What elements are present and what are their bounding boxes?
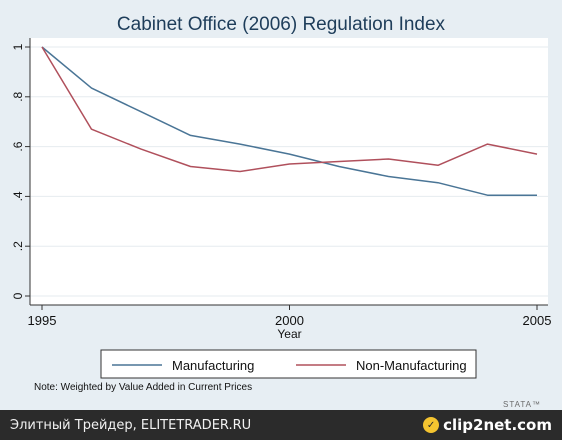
legend-box — [100, 349, 477, 379]
footer-bar: Элитный Трейдер, ELITETRADER.RU ✓ clip2n… — [0, 410, 562, 440]
stata-watermark: STATA™ — [503, 400, 541, 409]
legend-label: Manufacturing — [172, 358, 254, 373]
legend-label: Non-Manufacturing — [356, 358, 467, 373]
y-tick-label: 0 — [11, 292, 25, 299]
series-line-non-manufacturing — [41, 46, 538, 173]
y-tick-label: .8 — [11, 91, 25, 101]
x-tick-label: 1995 — [28, 313, 57, 328]
plot-area — [30, 38, 548, 305]
x-axis-label: Year — [277, 327, 301, 341]
series-line-manufacturing — [41, 46, 537, 196]
x-tick-label: 2000 — [275, 313, 304, 328]
chart-svg: Cabinet Office (2006) Regulation Index 0.… — [11, 14, 552, 379]
chart-note: Note: Weighted by Value Added in Current… — [34, 382, 253, 393]
y-tick-label: .6 — [11, 141, 25, 151]
y-tick-label: .4 — [11, 191, 25, 201]
y-tick-label: 1 — [11, 43, 25, 50]
clip2net-logo[interactable]: ✓ clip2net.com — [423, 416, 552, 434]
chart-title: Cabinet Office (2006) Regulation Index — [117, 14, 446, 35]
chart-figure: Cabinet Office (2006) Regulation Index 0.… — [0, 0, 562, 410]
x-tick-label: 2005 — [523, 313, 552, 328]
clip-logo-icon: ✓ — [423, 417, 440, 433]
y-tick-label: .2 — [11, 241, 25, 251]
clip-logo-text: clip2net.com — [443, 416, 552, 434]
footer-site-text: Элитный Трейдер, ELITETRADER.RU — [10, 417, 252, 433]
